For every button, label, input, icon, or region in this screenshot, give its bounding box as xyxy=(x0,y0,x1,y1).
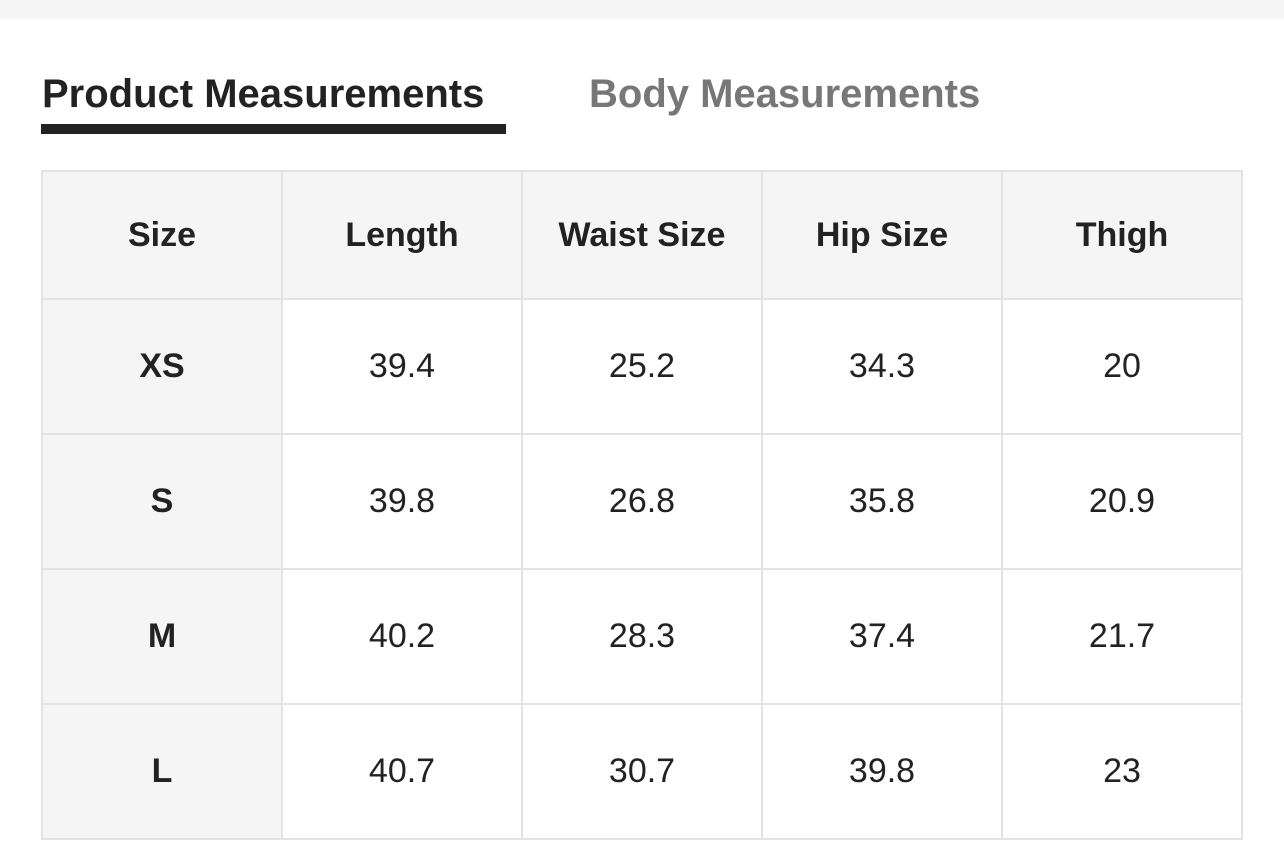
header-thigh: Thigh xyxy=(1001,170,1243,300)
table-row: M 40.2 28.3 37.4 21.7 xyxy=(41,568,1243,705)
hip-cell: 37.4 xyxy=(761,568,1003,705)
hip-cell: 35.8 xyxy=(761,433,1003,570)
thigh-cell: 21.7 xyxy=(1001,568,1243,705)
length-cell: 40.7 xyxy=(281,703,523,840)
waist-cell: 30.7 xyxy=(521,703,763,840)
waist-cell: 25.2 xyxy=(521,298,763,435)
tab-body-measurements[interactable]: Body Measurements xyxy=(589,72,981,116)
thigh-cell: 20.9 xyxy=(1001,433,1243,570)
waist-cell: 28.3 xyxy=(521,568,763,705)
size-cell: XS xyxy=(41,298,283,435)
size-cell: S xyxy=(41,433,283,570)
thigh-cell: 23 xyxy=(1001,703,1243,840)
size-cell: L xyxy=(41,703,283,840)
length-cell: 40.2 xyxy=(281,568,523,705)
hip-cell: 34.3 xyxy=(761,298,1003,435)
header-size: Size xyxy=(41,170,283,300)
header-hip-size: Hip Size xyxy=(761,170,1003,300)
size-chart-table: Size Length Waist Size Hip Size Thigh XS… xyxy=(41,170,1243,840)
thigh-cell: 20 xyxy=(1001,298,1243,435)
table-row: S 39.8 26.8 35.8 20.9 xyxy=(41,433,1243,570)
size-cell: M xyxy=(41,568,283,705)
hip-cell: 39.8 xyxy=(761,703,1003,840)
header-waist-size: Waist Size xyxy=(521,170,763,300)
table-row: L 40.7 30.7 39.8 23 xyxy=(41,703,1243,840)
length-cell: 39.8 xyxy=(281,433,523,570)
active-tab-indicator xyxy=(41,124,506,134)
length-cell: 39.4 xyxy=(281,298,523,435)
header-length: Length xyxy=(281,170,523,300)
table-row: XS 39.4 25.2 34.3 20 xyxy=(41,298,1243,435)
tab-product-measurements[interactable]: Product Measurements xyxy=(42,72,485,116)
table-header-row: Size Length Waist Size Hip Size Thigh xyxy=(41,170,1243,300)
top-bar xyxy=(0,0,1284,19)
waist-cell: 26.8 xyxy=(521,433,763,570)
